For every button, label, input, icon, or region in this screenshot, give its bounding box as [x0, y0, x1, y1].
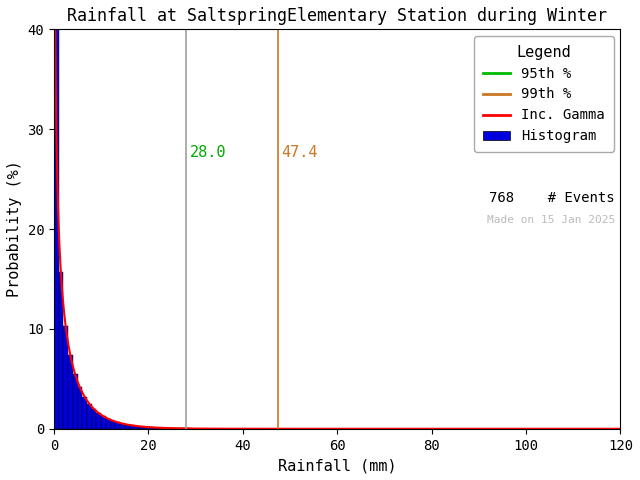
Bar [73, 374, 77, 429]
Y-axis label: Probability (%): Probability (%) [7, 161, 22, 298]
Text: Made on 15 Jan 2025: Made on 15 Jan 2025 [486, 215, 615, 225]
Bar [163, 428, 167, 429]
Bar [54, 16, 59, 429]
Inc. Gamma [600, 426, 607, 432]
Bar [153, 428, 158, 429]
Bar [143, 427, 148, 429]
Legend: 95th %, 99th %, Inc. Gamma, Histogram: 95th %, 99th %, Inc. Gamma, Histogram [474, 36, 614, 152]
Inc. Gamma [79, 391, 87, 396]
Bar [63, 326, 68, 429]
Bar [158, 428, 163, 429]
Bar [115, 422, 120, 429]
95th % [182, 416, 190, 421]
Text: 28.0: 28.0 [190, 145, 227, 160]
Bar [167, 428, 172, 429]
Bar [77, 387, 83, 429]
Bar [106, 419, 111, 429]
95th % [182, 426, 190, 432]
Bar [59, 272, 63, 429]
Inc. Gamma [310, 426, 318, 432]
Bar [134, 426, 139, 429]
Bar [120, 423, 125, 429]
Bar [97, 413, 101, 429]
Inc. Gamma [326, 426, 333, 432]
Text: 768    # Events: 768 # Events [489, 191, 615, 205]
Bar [111, 421, 115, 429]
Bar [83, 396, 87, 429]
Bar [87, 404, 92, 429]
Inc. Gamma [496, 426, 504, 432]
99th % [274, 426, 282, 432]
Title: Rainfall at SaltspringElementary Station during Winter: Rainfall at SaltspringElementary Station… [67, 7, 607, 25]
Inc. Gamma [617, 426, 625, 432]
Bar [101, 416, 106, 429]
X-axis label: Rainfall (mm): Rainfall (mm) [278, 458, 397, 473]
Bar [129, 425, 134, 429]
Bar [148, 427, 153, 429]
Bar [92, 409, 97, 429]
Inc. Gamma [600, 426, 608, 432]
Bar [139, 427, 143, 429]
Bar [172, 428, 177, 429]
Text: 47.4: 47.4 [282, 145, 318, 160]
99th % [274, 416, 282, 421]
Bar [68, 356, 73, 429]
Line: Inc. Gamma: Inc. Gamma [54, 0, 621, 429]
Bar [125, 425, 129, 429]
